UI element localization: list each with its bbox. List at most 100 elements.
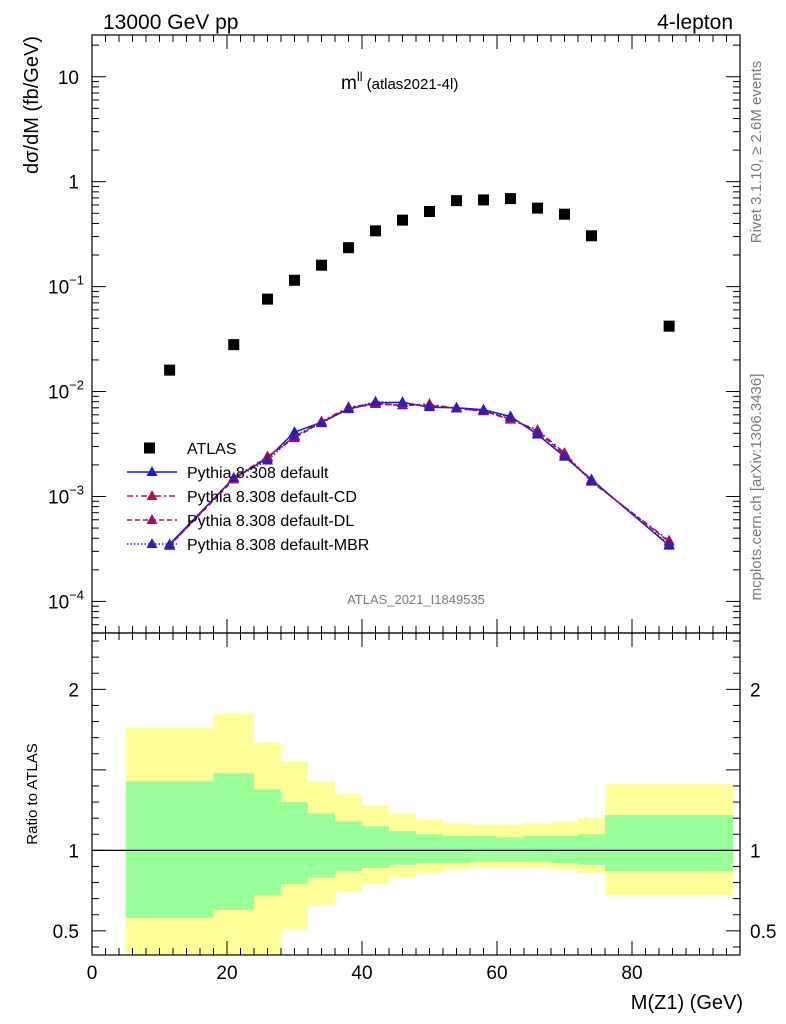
legend-label-dl: Pythia 8.308 default-DL [187,513,354,530]
series-marker-mbr [505,411,516,422]
ratio-band-inner [125,781,214,918]
legend-label-mbr: Pythia 8.308 default-MBR [187,537,369,554]
ratio-band-inner [213,773,254,910]
legend-label-cd: Pythia 8.308 default-CD [187,489,357,506]
ratio-band-inner [524,835,551,862]
data-point [164,364,176,376]
analysis-watermark: ATLAS_2021_I1849535 [347,592,485,607]
mcplots-reference-label: mcplots.cern.ch [arXiv:1306.3436] [748,374,765,601]
legend-label-data: ATLAS [187,441,237,458]
series-marker-mbr [343,402,354,413]
data-point [559,208,570,220]
ratio-band-inner [443,835,470,864]
main-y-tick-label-base: 10 [48,487,69,508]
header-energy-label: 13000 GeV pp [103,11,238,34]
main-y-tick-label-base: 1 [68,173,79,194]
data-point [478,194,489,206]
data-point [586,230,597,242]
series-marker-mbr [228,472,240,483]
data-point [397,214,408,226]
ratio-band-inner [497,837,524,862]
series-marker-mbr [478,404,489,415]
ratio-band-inner [470,835,497,862]
ratio-band-inner [254,789,281,896]
legend-marker-mbr [146,538,158,548]
legend-marker-data [144,442,155,454]
legend-marker-cd [146,490,158,500]
main-y-tick-label: 10−1 [48,273,84,299]
data-point [532,202,543,214]
main-y-tick-label-base: 10 [48,592,69,613]
rivet-version-label: Rivet 3.1.10, ≥ 2.6M events [748,61,765,244]
data-point [370,225,381,237]
ratio-band-inner [362,826,389,869]
data-point [262,293,273,305]
ratio-band-inner [578,834,605,865]
series-marker-mbr [451,401,462,412]
main-y-tick-label: 10 [58,68,79,89]
ratio-band-inner [389,831,416,865]
main-y-axis-label: dσ/dM (fb/GeV) [21,36,43,174]
series-marker-mbr [397,396,408,407]
main-y-tick-label-base: 10 [58,68,79,89]
x-axis-label: M(Z1) (GeV) [631,992,743,1014]
ratio-band-inner [335,821,362,872]
ratio-y-tick-label-right: 1 [750,841,761,862]
header-process-label: 4-lepton [657,11,733,34]
ratio-y-tick-label-right: 2 [750,680,761,701]
data-point [505,193,516,205]
ratio-y-tick-label-right: 0.5 [750,922,776,943]
plot-title-sup: ll [357,69,363,84]
series-line-cd [169,402,670,547]
plot-title-sub: (atlas2021-4l) [367,76,459,93]
main-y-tick-label-base: 10 [48,383,69,404]
series-marker-mbr [424,400,435,411]
legend-marker-dl [146,514,158,524]
series-marker-mbr [370,395,381,406]
ratio-y-tick-label-left: 1 [68,841,79,862]
data-point [316,259,327,271]
ratio-y-axis-label: Ratio to ATLAS [24,743,41,844]
ratio-y-tick-label-left: 2 [68,680,79,701]
legend: ATLAS Pythia 8.308 default Pythia 8.308 de… [127,441,369,554]
legend-marker-default [146,466,158,476]
main-y-tick-label-exponent: −1 [69,273,84,288]
plot-title-main: m [341,73,357,94]
data-point [343,242,354,254]
data-point [228,339,240,351]
ratio-plot-area: 2 2 1 1 0.5 0.5 0 20 40 60 80 [53,632,776,984]
main-y-tick-label: 10−3 [48,482,84,508]
x-tick-label: 60 [486,963,507,984]
legend-label-default: Pythia 8.308 default [187,465,329,482]
main-y-tick-label-exponent: −2 [69,378,84,393]
x-tick-label: 80 [621,963,642,984]
main-y-tick-label-exponent: −3 [69,482,84,497]
series-marker-mbr [663,538,675,549]
ratio-band-inner [551,835,578,864]
x-tick-label: 40 [351,963,372,984]
main-y-tick-label-exponent: −4 [69,587,84,602]
main-y-tick-label: 10−4 [48,587,84,613]
main-y-tick-label: 10−2 [48,378,84,404]
series-marker-mbr [316,417,327,428]
series-marker-mbr [586,474,597,485]
ratio-band-inner [308,813,335,878]
data-point [663,320,675,332]
plot-title: mll (atlas2021-4l) [341,69,458,94]
data-point [451,195,462,207]
ratio-band-inner [605,814,734,872]
ratio-panel: 2 2 1 1 0.5 0.5 0 20 40 60 80 Ratio to ATLAS M(Z1)… [24,632,776,1014]
main-y-tick-label-base: 10 [48,278,69,299]
ratio-band-inner [416,834,443,864]
series-marker-mbr [289,429,300,440]
series-marker-mbr [262,454,273,465]
data-point [424,205,435,217]
ratio-y-tick-label-left: 0.5 [53,922,79,943]
ratio-band-inner [281,802,308,885]
series-marker-mbr [532,427,543,438]
series-line-mbr [169,400,670,547]
data-point [289,274,300,286]
